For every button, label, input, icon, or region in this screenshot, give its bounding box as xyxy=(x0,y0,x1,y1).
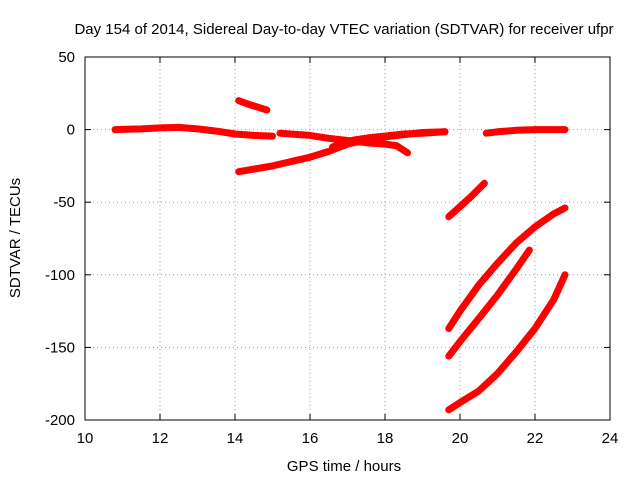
plot-frame xyxy=(84,56,611,421)
y-tick-label: -150 xyxy=(45,339,75,356)
x-tick-label: 10 xyxy=(77,430,94,447)
x-axis-label: GPS time / hours xyxy=(287,458,401,475)
series-line-5 xyxy=(329,128,449,151)
series-line-6 xyxy=(482,126,569,137)
x-tick-label: 14 xyxy=(227,430,244,447)
y-tick-label: 50 xyxy=(58,49,75,66)
x-tick-label: 16 xyxy=(302,430,319,447)
y-tick-label: 0 xyxy=(67,122,75,139)
series-line-10 xyxy=(445,271,569,414)
series-line-7 xyxy=(445,179,488,221)
series-layer xyxy=(111,97,569,414)
chart-title: Day 154 of 2014, Sidereal Day-to-day VTE… xyxy=(74,21,613,38)
y-axis-label: SDTVAR / TECUs xyxy=(7,178,24,298)
x-tick-label: 24 xyxy=(602,430,619,447)
x-tick-label: 12 xyxy=(152,430,169,447)
series-line-1 xyxy=(111,123,276,140)
tick-layer: 10 12 14 16 18 20 22 24 -200 -150 -100 -50 0 50 xyxy=(45,49,618,447)
x-tick-label: 18 xyxy=(377,430,394,447)
y-tick-label: -100 xyxy=(45,267,75,284)
series-line-9 xyxy=(445,246,533,360)
y-tick-label: -200 xyxy=(45,412,75,429)
x-tick-label: 20 xyxy=(452,430,469,447)
y-tick-label: -50 xyxy=(53,194,75,211)
series-line-2 xyxy=(235,97,271,114)
series-line-8 xyxy=(445,204,569,332)
x-tick-label: 22 xyxy=(527,430,544,447)
grid-layer xyxy=(85,57,610,420)
